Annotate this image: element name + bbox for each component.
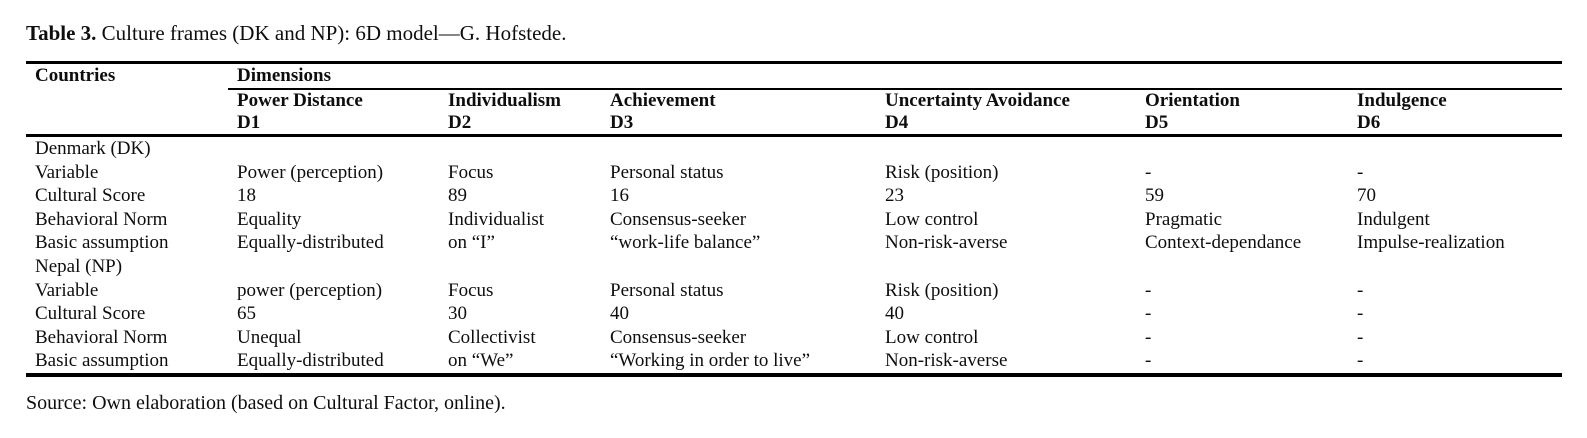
column-code: D3 (610, 112, 634, 133)
table-cell: Indulgent (1357, 208, 1430, 230)
table-cell: Consensus-seeker (610, 326, 747, 348)
table-caption-text: Culture frames (DK and NP): 6D model—G. … (101, 21, 567, 45)
row-label: Basic assumption (35, 232, 169, 254)
table-cell: Pragmatic (1145, 208, 1223, 230)
column-name: Orientation (1145, 90, 1240, 111)
table-caption-label: Table 3. (26, 21, 97, 45)
table-cell: - (1145, 303, 1152, 325)
column-header-d1: Power Distance D1 (228, 89, 439, 136)
table-cell: - (1145, 161, 1152, 183)
table-cell: Unequal (237, 326, 302, 348)
table-cell: Non-risk-averse (885, 350, 1008, 372)
table-cell: 23 (885, 185, 904, 207)
table-row: Basic assumption Equally-distributed on … (26, 231, 1562, 255)
column-header-d5: Orientation D5 (1136, 89, 1348, 136)
column-code: D1 (237, 112, 261, 133)
table-cell: 40 (610, 303, 629, 325)
country-name: Denmark (DK) (35, 138, 151, 159)
table-cell: 70 (1357, 185, 1376, 207)
table-row: Cultural Score 18 89 16 23 59 70 (26, 184, 1562, 208)
table-row: Behavioral Norm Equality Individualist C… (26, 208, 1562, 232)
table-cell: Collectivist (448, 326, 536, 348)
table-caption: Table 3. Culture frames (DK and NP): 6D … (26, 20, 1587, 47)
header-row-top: Countries Dimensions (26, 62, 1563, 90)
table-cell: 30 (448, 303, 467, 325)
table-row: Cultural Score 65 30 40 40 - - (26, 302, 1562, 326)
dimensions-header: Dimensions (228, 62, 1563, 90)
table-cell: Risk (position) (885, 279, 999, 301)
column-header-d4: Uncertainty Avoidance D4 (876, 89, 1136, 136)
header-row-dimensions: Power Distance D1 Individualism D2 Achie… (26, 89, 1562, 136)
country-row-denmark: Denmark (DK) (26, 136, 1562, 161)
table-cell: 18 (237, 185, 256, 207)
table-cell: - (1145, 350, 1152, 372)
table-cell: power (perception) (237, 279, 383, 301)
row-label: Behavioral Norm (35, 326, 168, 348)
source-note: Source: Own elaboration (based on Cultur… (26, 391, 506, 414)
row-label: Variable (35, 161, 99, 183)
table-row: Basic assumption Equally-distributed on … (26, 349, 1562, 375)
countries-header: Countries (35, 65, 116, 86)
country-row-nepal: Nepal (NP) (26, 255, 1562, 279)
table-cell: - (1357, 161, 1364, 183)
column-name: Achievement (610, 90, 716, 111)
table-cell: - (1357, 326, 1364, 348)
table-cell: Low control (885, 208, 979, 230)
table-cell: Equally-distributed (237, 350, 384, 372)
table-cell: - (1145, 326, 1152, 348)
table-cell: - (1145, 279, 1152, 301)
column-header-d2: Individualism D2 (439, 89, 601, 136)
row-label: Behavioral Norm (35, 208, 168, 230)
table-cell: Power (perception) (237, 161, 384, 183)
table-cell: 59 (1145, 185, 1164, 207)
table-cell: on “I” (448, 232, 495, 254)
table-cell: Equality (237, 208, 302, 230)
table-cell: 65 (237, 303, 256, 325)
table-cell: on “We” (448, 350, 514, 372)
table-cell: Risk (position) (885, 161, 999, 183)
column-code: D4 (885, 112, 909, 133)
table-cell: “Working in order to live” (610, 350, 811, 372)
table-cell: “work-life balance” (610, 232, 761, 254)
column-header-d6: Indulgence D6 (1348, 89, 1562, 136)
row-label: Basic assumption (35, 350, 169, 372)
column-name: Uncertainty Avoidance (885, 90, 1070, 111)
table-cell: Individualist (448, 208, 545, 230)
table-row: Variable power (perception) Focus Person… (26, 279, 1562, 303)
table-cell: Personal status (610, 161, 724, 183)
row-label: Variable (35, 279, 99, 301)
table-cell: Context-dependance (1145, 232, 1302, 254)
country-name: Nepal (NP) (35, 255, 123, 277)
culture-frames-table: Countries Dimensions Power Distance D1 I… (26, 61, 1563, 377)
row-label: Cultural Score (35, 303, 146, 325)
table-cell: - (1357, 303, 1364, 325)
column-code: D6 (1357, 112, 1381, 133)
table-cell: 89 (448, 185, 467, 207)
table-cell: 40 (885, 303, 904, 325)
column-name: Indulgence (1357, 90, 1447, 111)
table-cell: 16 (610, 185, 629, 207)
table-cell: Focus (448, 161, 494, 183)
table-cell: - (1357, 279, 1364, 301)
table-row: Variable Power (perception) Focus Person… (26, 161, 1562, 185)
table-cell: Personal status (610, 279, 724, 301)
column-header-d3: Achievement D3 (601, 89, 876, 136)
row-label: Cultural Score (35, 185, 146, 207)
table-cell: Low control (885, 326, 979, 348)
column-name: Individualism (448, 90, 561, 111)
column-name: Power Distance (237, 90, 363, 111)
table-cell: - (1357, 350, 1364, 372)
table-cell: Impulse-realization (1357, 232, 1505, 254)
table-cell: Non-risk-averse (885, 232, 1008, 254)
column-code: D5 (1145, 112, 1169, 133)
table-cell: Focus (448, 279, 494, 301)
table-cell: Equally-distributed (237, 232, 384, 254)
table-cell: Consensus-seeker (610, 208, 747, 230)
column-code: D2 (448, 112, 472, 133)
table-row: Behavioral Norm Unequal Collectivist Con… (26, 326, 1562, 350)
